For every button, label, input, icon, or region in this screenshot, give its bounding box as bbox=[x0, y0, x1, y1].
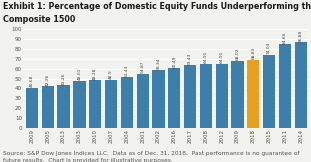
Text: 48.9: 48.9 bbox=[109, 69, 113, 79]
Text: 43.26: 43.26 bbox=[62, 72, 66, 85]
Text: 40.68: 40.68 bbox=[30, 75, 34, 87]
Text: 68.02: 68.02 bbox=[235, 48, 239, 60]
Text: 60.49: 60.49 bbox=[172, 55, 176, 68]
Text: 48.28: 48.28 bbox=[93, 67, 97, 80]
Text: 48.01: 48.01 bbox=[77, 68, 81, 80]
Text: future results.  Chart is provided for illustrative purposes.: future results. Chart is provided for il… bbox=[3, 158, 173, 162]
Text: 58.34: 58.34 bbox=[156, 57, 160, 70]
Text: 63.43: 63.43 bbox=[188, 52, 192, 65]
Text: 54.87: 54.87 bbox=[141, 61, 145, 73]
Bar bbox=[42, 86, 54, 128]
Bar bbox=[279, 44, 291, 128]
Bar bbox=[152, 70, 165, 128]
Bar bbox=[184, 65, 196, 128]
Text: 84.65: 84.65 bbox=[283, 31, 287, 44]
Bar bbox=[247, 60, 259, 128]
Bar bbox=[26, 88, 38, 128]
Bar bbox=[105, 80, 117, 128]
Bar bbox=[216, 64, 228, 128]
Text: Composite 1500: Composite 1500 bbox=[3, 15, 76, 24]
Bar bbox=[137, 74, 149, 128]
Bar bbox=[121, 77, 133, 128]
Text: 74.03: 74.03 bbox=[267, 42, 271, 54]
Text: Source: S&P Dow Jones Indices LLC.  Data as of Dec. 31, 2018.  Past performance : Source: S&P Dow Jones Indices LLC. Data … bbox=[3, 151, 299, 156]
Bar bbox=[263, 55, 275, 128]
Bar bbox=[89, 80, 101, 128]
Text: 42.26: 42.26 bbox=[46, 73, 50, 86]
Bar bbox=[168, 68, 180, 128]
Text: Exhibit 1: Percentage of Domestic Equity Funds Underperforming the S&P: Exhibit 1: Percentage of Domestic Equity… bbox=[3, 2, 311, 11]
Text: 68.83: 68.83 bbox=[251, 47, 255, 59]
Text: 64.91: 64.91 bbox=[204, 51, 208, 63]
Bar bbox=[200, 64, 212, 128]
Bar bbox=[58, 85, 70, 128]
Text: 86.89: 86.89 bbox=[299, 29, 303, 42]
Text: 64.91: 64.91 bbox=[220, 51, 224, 63]
Bar bbox=[231, 61, 244, 128]
Text: 51.43: 51.43 bbox=[125, 64, 129, 77]
Bar bbox=[73, 81, 86, 128]
Bar bbox=[295, 42, 307, 128]
